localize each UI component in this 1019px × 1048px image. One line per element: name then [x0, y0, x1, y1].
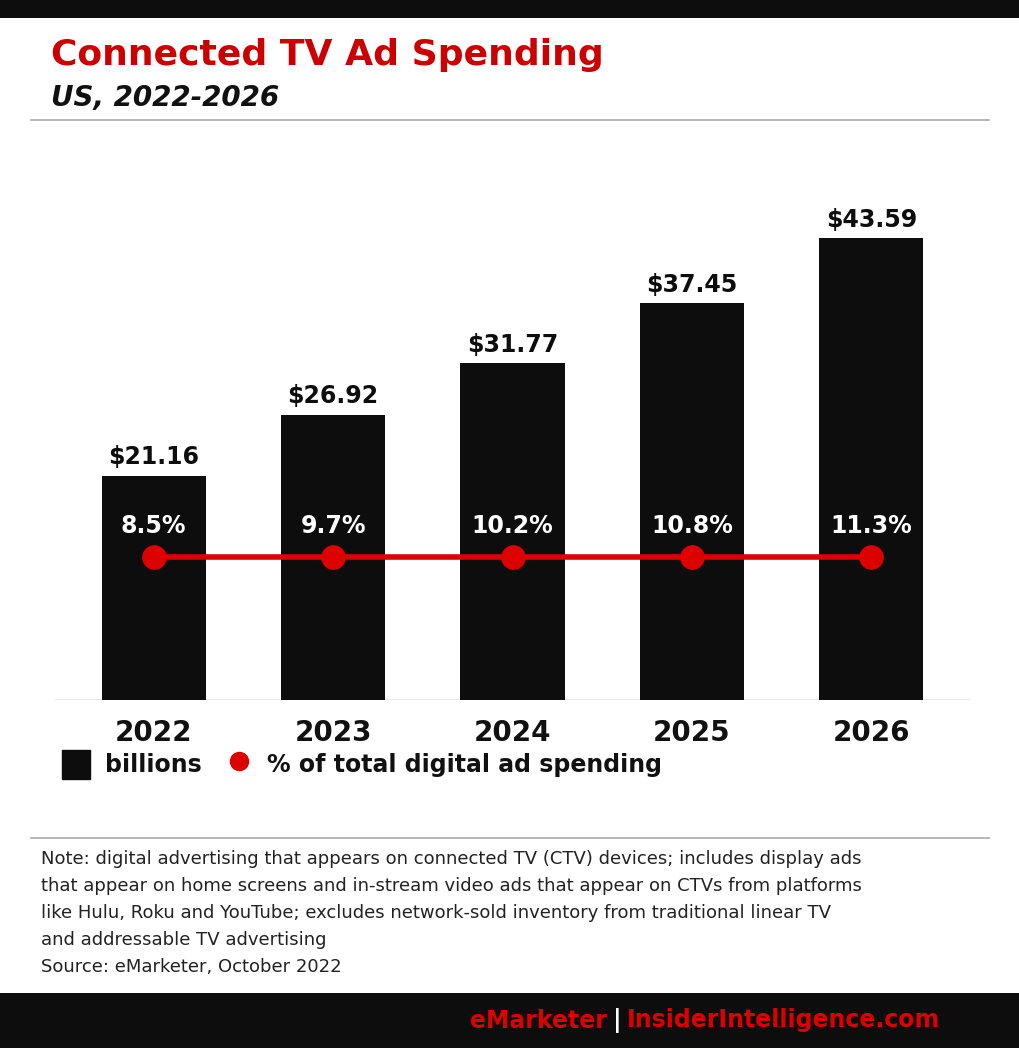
Text: 10.2%: 10.2%: [471, 514, 553, 538]
Bar: [460, 364, 564, 700]
Text: US, 2022-2026: US, 2022-2026: [51, 84, 279, 112]
Text: $31.77: $31.77: [467, 333, 557, 357]
Text: eMarketer: eMarketer: [470, 1008, 606, 1032]
Bar: [281, 415, 385, 700]
Text: $37.45: $37.45: [646, 272, 737, 297]
Text: Note: digital advertising that appears on connected TV (CTV) devices; includes d: Note: digital advertising that appears o…: [41, 850, 861, 977]
Bar: [639, 303, 743, 700]
Text: $43.59: $43.59: [825, 208, 916, 232]
Point: [503, 548, 520, 565]
Bar: [102, 476, 206, 700]
Text: 9.7%: 9.7%: [300, 514, 366, 538]
Text: Connected TV Ad Spending: Connected TV Ad Spending: [51, 38, 603, 72]
Text: |: |: [612, 1008, 621, 1033]
Point: [862, 548, 878, 565]
Text: 11.3%: 11.3%: [829, 514, 911, 538]
Text: 8.5%: 8.5%: [121, 514, 186, 538]
Text: InsiderIntelligence.com: InsiderIntelligence.com: [627, 1008, 940, 1032]
Text: $21.16: $21.16: [108, 445, 199, 470]
Bar: [818, 238, 922, 700]
Point: [146, 548, 162, 565]
Point: [325, 548, 341, 565]
Text: $26.92: $26.92: [287, 385, 378, 409]
Point: [683, 548, 699, 565]
Legend: billions, % of total digital ad spending: billions, % of total digital ad spending: [53, 741, 672, 788]
Text: 10.8%: 10.8%: [650, 514, 732, 538]
